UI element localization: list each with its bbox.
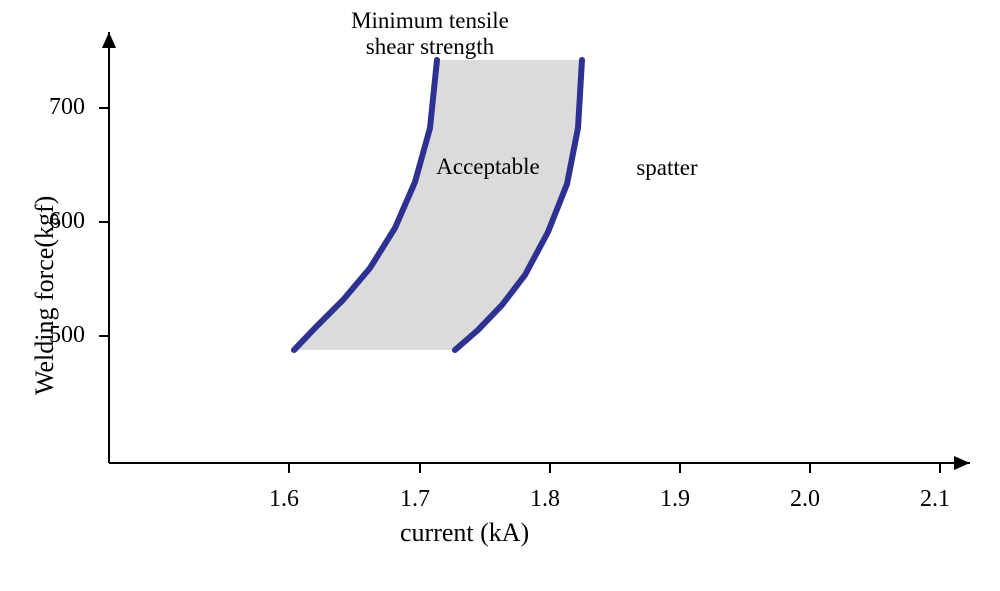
x-tick-label: 1.7 [400, 486, 430, 513]
annotation-min-tensile-line1: Minimum tensile [351, 8, 509, 33]
y-tick-label: 700 [49, 94, 85, 121]
x-tick-label: 2.1 [920, 486, 950, 513]
x-tick-label: 1.8 [530, 486, 560, 513]
x-tick-label: 2.0 [790, 486, 820, 513]
x-tick-label: 1.9 [660, 486, 690, 513]
y-tick-label: 600 [49, 208, 85, 235]
annotation-min-tensile-line2: shear strength [366, 34, 494, 59]
annotation-acceptable: Acceptable [418, 154, 558, 180]
x-tick-label: 1.6 [269, 486, 299, 513]
y-tick-label: 500 [49, 322, 85, 349]
chart-canvas [0, 0, 1000, 591]
annotation-spatter: spatter [617, 155, 717, 181]
annotation-min-tensile: Minimum tensile shear strength [330, 8, 530, 61]
x-axis-title: current (kA) [400, 518, 529, 548]
welding-lobe-chart: current (kA) Welding force(kgf) Minimum … [0, 0, 1000, 591]
